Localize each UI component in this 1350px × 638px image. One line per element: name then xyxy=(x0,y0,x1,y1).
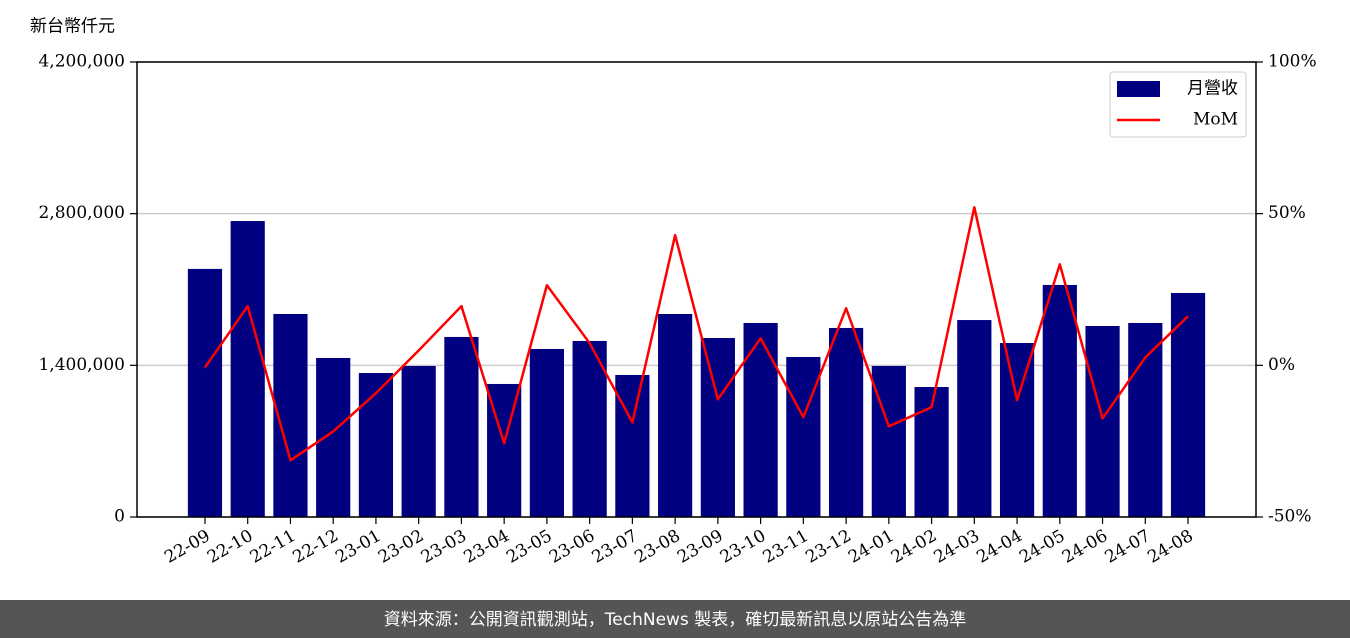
legend-swatch xyxy=(1117,81,1160,97)
bar xyxy=(444,336,479,517)
x-tick-label: 23-11 xyxy=(760,526,812,568)
legend-label: MoM xyxy=(1193,110,1238,130)
bar xyxy=(999,343,1035,517)
bar xyxy=(700,338,735,517)
x-tick-label: 23-09 xyxy=(674,526,726,568)
bar xyxy=(743,322,778,517)
footer: 資料來源：公開資訊觀測站，TechNews 製表，確切最新訊息以原站公告為準 xyxy=(0,600,1350,638)
bar xyxy=(914,387,949,517)
bar xyxy=(187,268,223,517)
bar xyxy=(230,221,265,518)
x-tick-label: 23-05 xyxy=(503,526,555,568)
bar xyxy=(1170,292,1206,517)
x-tick-label: 22-09 xyxy=(161,526,213,568)
y-tick-label: 1,400,000 xyxy=(38,355,125,375)
x-tick-label: 24-05 xyxy=(1016,526,1068,568)
x-tick-label: 23-07 xyxy=(589,526,641,568)
x-tick-label: 23-02 xyxy=(375,526,427,568)
bar xyxy=(572,340,607,517)
x-tick-label: 23-06 xyxy=(546,526,598,568)
bar xyxy=(658,313,693,517)
x-tick-label: 24-02 xyxy=(888,526,940,568)
bar xyxy=(358,373,394,517)
x-tick-label: 23-08 xyxy=(631,526,683,568)
bar xyxy=(615,374,650,517)
footer-text: 資料來源：公開資訊觀測站，TechNews 製表，確切最新訊息以原站公告為準 xyxy=(384,610,966,630)
x-tick-label: 22-11 xyxy=(247,526,299,568)
bar xyxy=(1042,284,1077,517)
x-tick-label: 23-03 xyxy=(418,526,470,568)
bar xyxy=(1085,326,1120,517)
bar xyxy=(401,365,436,517)
legend: 月營收 MoM xyxy=(1109,71,1247,138)
x-tick-label: 24-08 xyxy=(1144,526,1196,568)
bar xyxy=(871,365,906,517)
bar xyxy=(957,320,992,517)
legend-label: 月營收 xyxy=(1187,79,1238,99)
line xyxy=(203,206,1189,462)
x-tick-label: 23-10 xyxy=(717,526,769,568)
footer-bar xyxy=(0,600,1350,638)
y-tick-label: 0 xyxy=(114,507,125,527)
plot-frame xyxy=(136,61,1257,518)
y2-tick-label: 50% xyxy=(1268,203,1306,223)
bar xyxy=(786,356,821,517)
y2-tick-label: 100% xyxy=(1268,52,1317,72)
x-tick-label: 22-10 xyxy=(204,526,256,568)
y-axis-label: 新台幣仟元 xyxy=(30,17,115,37)
bar xyxy=(529,348,564,517)
x-tick-label: 24-07 xyxy=(1102,526,1154,568)
y-tick-label: 4,200,000 xyxy=(38,52,125,72)
x-tick-label: 23-04 xyxy=(460,526,512,568)
y2-tick-label: 0% xyxy=(1268,355,1295,375)
y-tick-label: 2,800,000 xyxy=(38,203,125,223)
x-tick-label: 24-03 xyxy=(931,526,983,568)
bar xyxy=(316,357,351,517)
x-tick-label: 24-04 xyxy=(973,526,1025,568)
x-tick-label: 24-01 xyxy=(845,526,897,568)
bar xyxy=(829,327,864,517)
x-tick-label: 24-06 xyxy=(1059,526,1111,568)
x-tick-label: 23-01 xyxy=(332,526,384,568)
x-tick-label: 22-12 xyxy=(289,526,341,568)
x-tick-label: 23-12 xyxy=(802,526,854,568)
bar xyxy=(1128,322,1163,517)
y2-tick-label: -50% xyxy=(1268,507,1312,527)
